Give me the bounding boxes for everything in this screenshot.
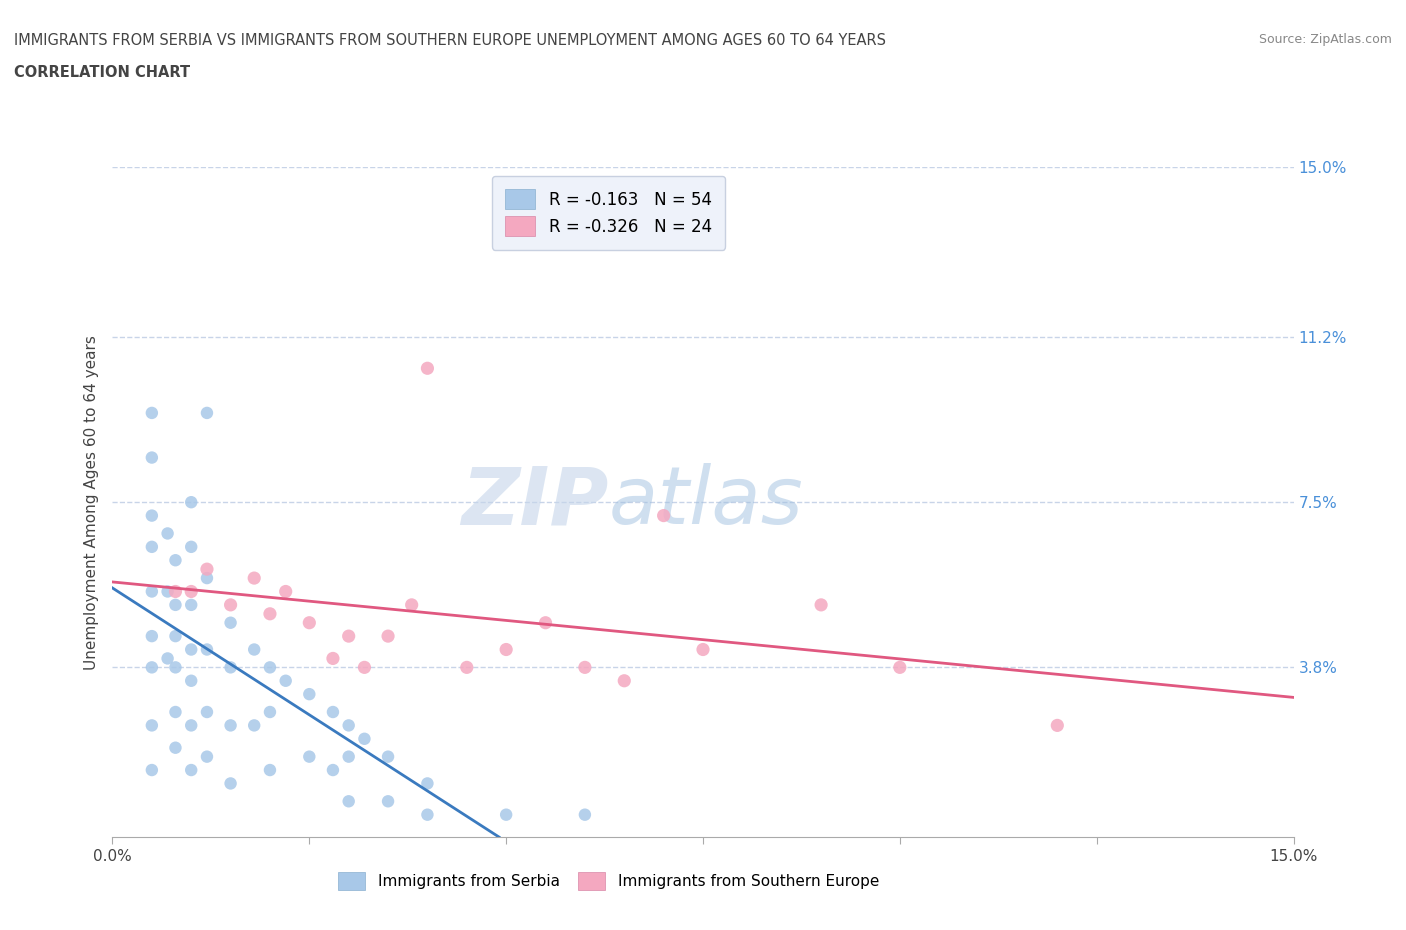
Point [613,673,636,688]
Point [195,562,218,577]
Point [180,495,202,510]
Text: IMMIGRANTS FROM SERBIA VS IMMIGRANTS FROM SOUTHERN EUROPE UNEMPLOYMENT AMONG AGE: IMMIGRANTS FROM SERBIA VS IMMIGRANTS FRO… [14,33,886,47]
Point [219,660,242,675]
Point [165,660,187,675]
Point [165,584,187,599]
Point [274,673,297,688]
Point [165,629,187,644]
Point [337,718,360,733]
Point [416,776,439,790]
Point [165,740,187,755]
Point [322,651,344,666]
Point [534,616,557,631]
Point [298,616,321,631]
Point [889,660,911,675]
Point [156,526,179,541]
Point [195,750,218,764]
Point [195,642,218,657]
Point [180,763,202,777]
Point [652,508,675,523]
Point [165,552,187,567]
Point [274,584,297,599]
Point [337,750,360,764]
Point [141,450,163,465]
Point [401,597,423,612]
Point [243,642,266,657]
Point [692,642,714,657]
Legend: Immigrants from Serbia, Immigrants from Southern Europe: Immigrants from Serbia, Immigrants from … [332,866,886,897]
Point [141,539,163,554]
Point [165,597,187,612]
Point [416,361,439,376]
Point [259,763,281,777]
Point [456,660,478,675]
Point [180,718,202,733]
Text: ZIP: ZIP [461,463,609,541]
Point [141,629,163,644]
Point [165,705,187,720]
Point [141,508,163,523]
Point [219,718,242,733]
Text: CORRELATION CHART: CORRELATION CHART [14,65,190,80]
Point [195,705,218,720]
Point [141,584,163,599]
Point [219,776,242,790]
Point [180,673,202,688]
Point [180,539,202,554]
Text: Source: ZipAtlas.com: Source: ZipAtlas.com [1258,33,1392,46]
Point [353,731,375,746]
Point [219,616,242,631]
Point [180,597,202,612]
Point [243,571,266,586]
Text: atlas: atlas [609,463,803,541]
Point [574,807,596,822]
Point [195,571,218,586]
Point [1046,718,1069,733]
Point [377,750,399,764]
Point [180,642,202,657]
Point [141,660,163,675]
Point [298,750,321,764]
Point [574,660,596,675]
Y-axis label: Unemployment Among Ages 60 to 64 years: Unemployment Among Ages 60 to 64 years [83,335,98,670]
Point [337,629,360,644]
Point [337,794,360,809]
Point [495,807,517,822]
Point [243,718,266,733]
Point [259,606,281,621]
Point [219,597,242,612]
Point [416,807,439,822]
Point [141,718,163,733]
Point [377,794,399,809]
Point [156,584,179,599]
Point [377,629,399,644]
Point [353,660,375,675]
Point [810,597,832,612]
Point [180,584,202,599]
Point [141,763,163,777]
Point [195,405,218,420]
Point [156,651,179,666]
Point [141,405,163,420]
Point [322,763,344,777]
Point [298,686,321,701]
Point [322,705,344,720]
Point [259,660,281,675]
Point [495,642,517,657]
Point [259,705,281,720]
